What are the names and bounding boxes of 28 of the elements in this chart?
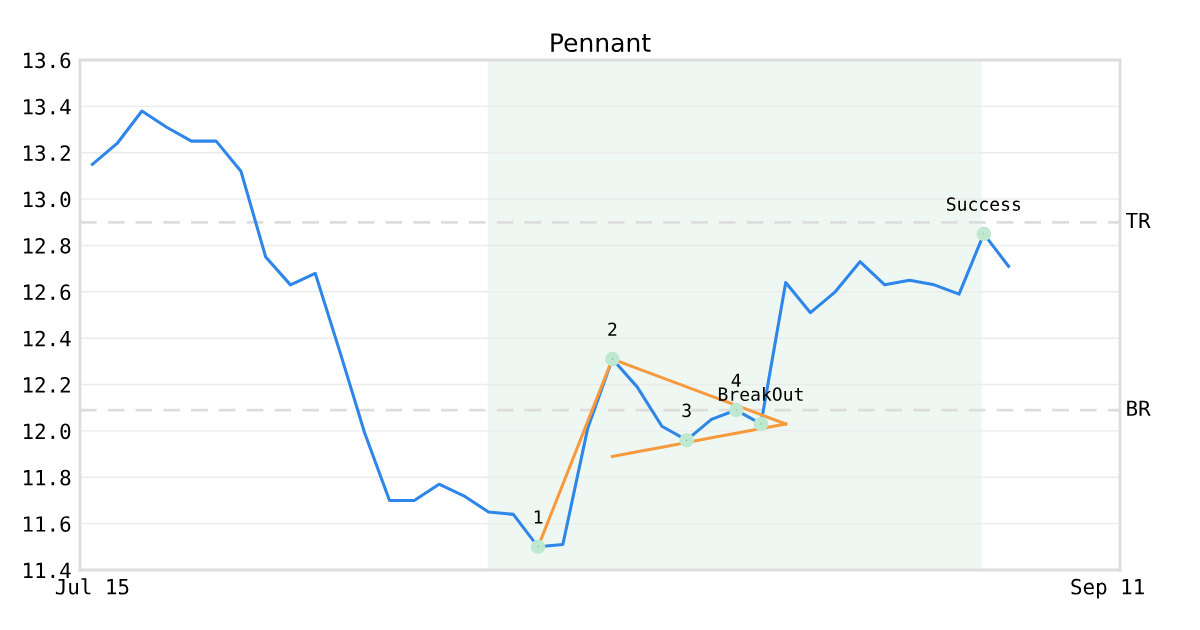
x-tick-label: Sep 11	[1071, 578, 1144, 599]
y-tick-label: 12.8	[24, 237, 71, 254]
chart-title: Pennant	[551, 33, 651, 53]
y-tick-label: 13.2	[24, 145, 70, 161]
annotation: 4	[731, 373, 741, 387]
annotation: 3	[682, 403, 691, 418]
ref-line-label: BR	[1127, 400, 1151, 416]
point	[679, 432, 694, 448]
y-tick-label: 12.6	[24, 284, 71, 301]
y-tick-label: 13.4	[24, 98, 71, 115]
y-tick-label: 12.0	[24, 423, 71, 440]
x-tick-label: Jul 15	[55, 578, 129, 595]
annotation: 2	[608, 322, 617, 336]
point	[530, 539, 546, 555]
point	[753, 416, 769, 432]
y-tick-label: 12.2	[24, 377, 70, 393]
point	[976, 226, 992, 242]
y-tick-label: 11.6	[24, 516, 71, 532]
y-tick-label: 13.6	[24, 52, 71, 69]
y-tick-label: 13.0	[24, 191, 71, 208]
point	[605, 351, 620, 367]
annotation: 1	[534, 510, 543, 524]
y-tick-label: 11.4	[24, 562, 71, 578]
y-tick-label: 11.8	[24, 469, 71, 486]
annotation: Success	[946, 197, 1021, 211]
ref-line-label: TR	[1126, 212, 1151, 229]
point	[728, 402, 744, 418]
y-tick-label: 12.4	[24, 330, 71, 347]
